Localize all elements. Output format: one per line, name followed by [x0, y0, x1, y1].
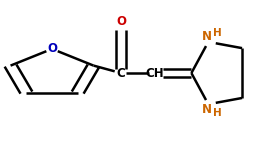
Text: CH: CH — [146, 66, 164, 80]
Text: C: C — [117, 66, 125, 80]
Text: N: N — [202, 30, 212, 43]
Text: H: H — [213, 28, 222, 38]
Text: N: N — [202, 103, 212, 116]
Text: O: O — [116, 15, 126, 28]
Text: H: H — [213, 108, 222, 118]
Text: O: O — [47, 42, 57, 55]
